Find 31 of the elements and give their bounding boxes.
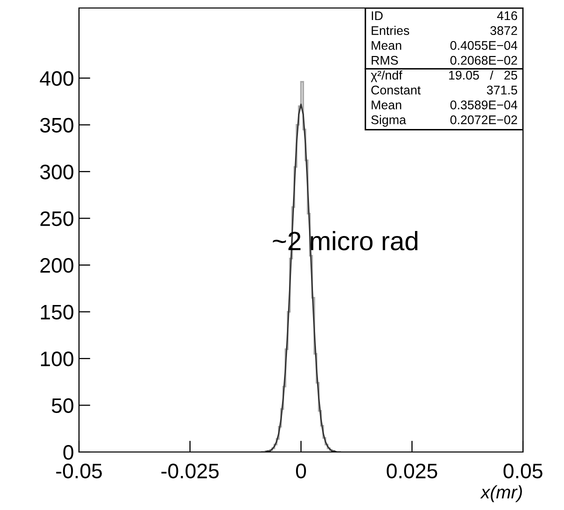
annotation: Entries: [372, 26, 410, 35]
annotation: 0.4055E−04: [450, 41, 518, 50]
y-tick-label: 50: [52, 398, 74, 414]
x-tick-label: -0.025: [161, 464, 219, 478]
annotation: 0.2072E−02: [450, 115, 518, 124]
y-tick-label: 250: [40, 211, 74, 226]
y-tick-label: 200: [40, 258, 74, 273]
y-tick-label: 300: [40, 164, 74, 180]
annotation: χ²/ndf: [370, 70, 402, 82]
annotation: Mean: [372, 41, 402, 50]
annotation: 371.5: [486, 86, 518, 94]
annotation: ID: [372, 11, 383, 20]
annotation: 3872: [490, 26, 518, 35]
annotation: Mean: [372, 100, 402, 110]
y-tick-label: 100: [40, 352, 74, 366]
x-tick-label: 0.025: [386, 464, 438, 478]
y-tick-label: 150: [40, 304, 74, 320]
annotation: 0.2068E−02: [450, 56, 518, 65]
y-tick-label: 350: [40, 118, 74, 133]
x-axis-title: x(mr): [480, 485, 522, 502]
y-tick-label: 0: [63, 445, 74, 460]
annotation: 416: [497, 11, 518, 20]
annotation: Sigma: [371, 115, 406, 127]
annotation: RMS: [372, 56, 398, 65]
annotation: Constant: [371, 86, 421, 94]
x-tick-label: 0.05: [504, 464, 542, 478]
annotation: 0.3589E−04: [450, 100, 518, 110]
annotation: 19.05 / 25: [449, 70, 518, 80]
x-tick-label: 0: [296, 464, 306, 478]
y-tick-label: 400: [40, 71, 74, 86]
x-tick-label: -0.05: [56, 464, 102, 478]
